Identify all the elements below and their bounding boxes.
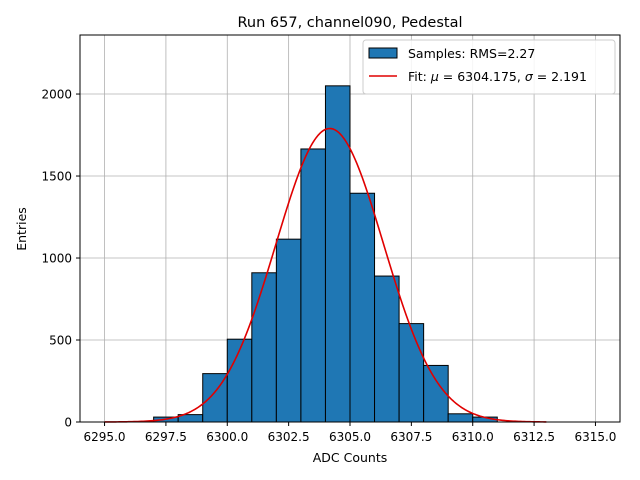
histogram-bar <box>349 192 376 423</box>
histogram-bar <box>300 148 326 423</box>
chart-title: Run 657, channel090, Pedestal <box>237 15 462 31</box>
histogram-bar <box>251 272 277 423</box>
histogram-bar <box>275 238 302 423</box>
x-tick-label: 6297.5 <box>145 430 187 444</box>
legend-fit-label: Fit: μ = 6304.175, σ = 2.191 <box>408 69 587 84</box>
y-tick-label: 500 <box>49 334 72 348</box>
axis-ticks: 6295.0 6297.5 6300.0 6302.5 6305.0 6307.5 6310… <box>41 88 616 444</box>
legend-sigma-symbol: σ <box>525 69 534 84</box>
fit-curve-group <box>104 127 547 423</box>
x-tick-label: 6307.5 <box>390 430 432 444</box>
y-axis-label: Entries <box>14 207 29 251</box>
legend-fit-sigma-value: = 2.191 <box>533 69 587 84</box>
histogram-bar <box>324 85 351 423</box>
legend-mu-symbol: μ <box>430 69 439 84</box>
x-tick-label: 6305.0 <box>329 430 371 444</box>
legend-fit-prefix: Fit: <box>408 69 431 84</box>
fit-curve <box>104 127 547 423</box>
x-tick-label: 6295.0 <box>84 430 126 444</box>
histogram-bar <box>447 413 474 423</box>
histogram-bar <box>423 364 449 423</box>
x-tick-label: 6310.0 <box>452 430 494 444</box>
legend-fit-mu-value: = 6304.175, <box>439 69 525 84</box>
y-tick-label: 1500 <box>41 170 72 184</box>
y-tick-label: 2000 <box>41 88 72 102</box>
y-tick-label: 1000 <box>41 252 72 266</box>
histogram-bars <box>153 85 498 423</box>
x-tick-label: 6300.0 <box>206 430 248 444</box>
x-tick-label: 6315.0 <box>574 430 616 444</box>
legend-samples-patch <box>368 47 398 59</box>
x-tick-label: 6312.5 <box>513 430 555 444</box>
legend-box <box>362 39 616 95</box>
y-tick-label: 0 <box>64 416 72 430</box>
x-tick-label: 6302.5 <box>268 430 310 444</box>
x-axis-label: ADC Counts <box>313 450 388 465</box>
legend-samples-label: Samples: RMS=2.27 <box>408 46 535 61</box>
histogram-bar <box>398 323 425 423</box>
histogram-bar <box>374 275 400 423</box>
legend: Samples: RMS=2.27 Fit: μ = 6304.175, σ =… <box>362 39 616 95</box>
